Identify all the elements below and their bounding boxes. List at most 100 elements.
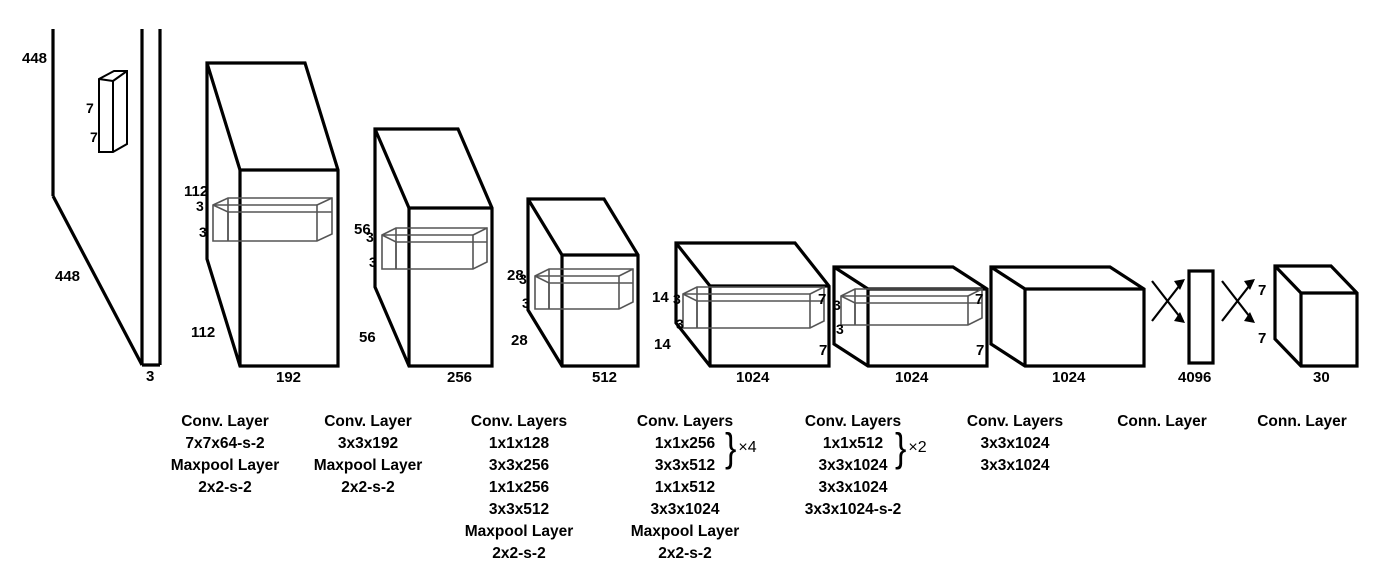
caption-conv-5: Conv. Layers 1x1x512 3x3x1024 3x3x1024 3… (763, 411, 943, 521)
caption-conv-3-line-5: Maxpool Layer (464, 523, 574, 540)
conv-block-1024-b-depth-label: 7 (819, 342, 828, 359)
conv-block-1024-b-height-label: 7 (818, 291, 827, 308)
caption-conn-2: Conn. Layer (1222, 411, 1374, 433)
input-channels-label: 3 (146, 368, 155, 385)
brace-glyph-x4: } (725, 426, 737, 470)
caption-conv-4-line-6: 2x2-s-2 (658, 545, 712, 562)
caption-conv-1-line-2: Maxpool Layer (170, 457, 280, 474)
conv-block-512-kernel (534, 268, 634, 310)
input-depth-label: 448 (55, 268, 81, 285)
conv-block-1024-c-depth-label: 7 (976, 342, 985, 359)
conv-block-256-body (373, 127, 494, 368)
caption-conv-6-line-2: 3x3x1024 (980, 457, 1050, 474)
input-kernel-height-label: 7 (86, 100, 94, 116)
caption-conv-6-line-0: Conv. Layers (966, 413, 1064, 430)
caption-conv-3-line-3: 1x1x256 (488, 479, 550, 496)
caption-conv-4-line-4: 3x3x1024 (650, 501, 720, 518)
caption-conv-1-line-1: 7x7x64-s-2 (185, 435, 265, 452)
fc-cross-arrows-left (1151, 280, 1184, 322)
brace-glyph-x2: } (895, 426, 907, 470)
conv-block-512-depth-label: 28 (511, 332, 528, 349)
conv-block-256-depth-label: 56 (359, 329, 376, 346)
caption-conv-3: Conv. Layers 1x1x128 3x3x256 1x1x256 3x3… (434, 411, 604, 565)
caption-conv-4-line-0: Conv. Layers (636, 413, 734, 430)
caption-conv-5-line-4: 3x3x1024-s-2 (804, 501, 902, 518)
conv-block-256-height-label: 56 (354, 221, 371, 238)
input-kernel-7x7 (98, 70, 128, 153)
caption-conv-2-line-1: 3x3x192 (337, 435, 399, 452)
conv-block-1024-b-kernel-height-label: 3 (833, 297, 841, 313)
conv-block-192-height-label: 112 (184, 183, 209, 200)
brace-multiplier-x2: ×2 (908, 439, 927, 456)
caption-conv-5-line-0: Conv. Layers (804, 413, 902, 430)
caption-conv-4-line-5: Maxpool Layer (630, 523, 740, 540)
caption-conv-3-line-4: 3x3x512 (488, 501, 550, 518)
conv-block-192-depth-label: 112 (191, 324, 216, 341)
fc-4096-rect (1187, 269, 1215, 365)
conv-block-192-kernel-width-label: 3 (199, 224, 207, 240)
caption-conv-3-line-2: 3x3x256 (488, 457, 550, 474)
conv-block-1024-c-height-label: 7 (975, 291, 984, 308)
caption-conv-3-line-0: Conv. Layers (470, 413, 568, 430)
conv-block-192-kernel-height-label: 3 (196, 198, 204, 214)
caption-conv-1-line-0: Conv. Layer (181, 413, 269, 430)
conv-block-192-channels-label: 192 (276, 369, 302, 386)
caption-conv-5-line-2: 3x3x1024 (818, 457, 888, 474)
conv-block-1024-b-kernel (840, 288, 983, 326)
conv-block-192-body (205, 61, 340, 368)
conv-block-512-channels-label: 512 (592, 369, 618, 386)
brace-multiplier-x4: ×4 (738, 439, 757, 456)
caption-conv-3-line-6: 2x2-s-2 (492, 545, 546, 562)
conv-block-1024-a-channels-label: 1024 (736, 369, 770, 386)
input-slab (51, 29, 162, 367)
conv-block-256-kernel (381, 227, 488, 270)
conv-block-1024-a-height-label: 14 (652, 289, 669, 306)
conv-block-256-channels-label: 256 (447, 369, 473, 386)
arrow-heads (1174, 279, 1255, 323)
output-30-height-label: 7 (1258, 282, 1267, 299)
conv-block-1024-b-channels-label: 1024 (895, 369, 929, 386)
conv-block-512-body (526, 197, 640, 368)
conv-block-1024-a-body (674, 241, 831, 368)
input-height-label: 448 (22, 50, 48, 67)
conv-block-1024-a-kernel (682, 286, 825, 329)
output-30-body (1273, 264, 1359, 368)
caption-conv-3-line-1: 1x1x128 (488, 435, 550, 452)
conv-block-1024-a-kernel-width-label: 3 (676, 316, 684, 332)
caption-conv-2: Conv. Layer 3x3x192 Maxpool Layer 2x2-s-… (283, 411, 453, 499)
conv-block-1024-a-kernel-height-label: 3 (673, 291, 681, 307)
caption-conv-2-line-2: Maxpool Layer (313, 457, 423, 474)
fc-cross-arrows-right (1221, 280, 1254, 322)
conv-block-1024-c-body (989, 265, 1146, 368)
conv-block-512-kernel-width-label: 3 (522, 295, 530, 311)
caption-conv-6: Conv. Layers 3x3x1024 3x3x1024 (925, 411, 1105, 477)
output-30-channels-label: 30 (1313, 369, 1330, 386)
caption-conv-5-line-1: 1x1x512 (822, 435, 884, 452)
output-30-depth-label: 7 (1258, 330, 1267, 347)
repeat-brace-x2: } ×2 (894, 428, 927, 468)
conv-block-512-height-label: 28 (507, 267, 524, 284)
caption-conn-1-line-0: Conn. Layer (1117, 413, 1207, 430)
repeat-brace-x4: } ×4 (724, 428, 757, 468)
caption-conv-6-line-1: 3x3x1024 (980, 435, 1050, 452)
conv-block-256-kernel-width-label: 3 (369, 254, 377, 270)
conv-block-1024-b-body (832, 265, 989, 368)
caption-conv-2-line-0: Conv. Layer (324, 413, 412, 430)
conv-block-1024-b-kernel-width-label: 3 (836, 321, 844, 337)
caption-conn-2-line-0: Conn. Layer (1257, 413, 1347, 430)
conv-block-1024-c-channels-label: 1024 (1052, 369, 1086, 386)
caption-conv-5-line-3: 3x3x1024 (818, 479, 888, 496)
conv-block-192-kernel (212, 197, 333, 242)
caption-conv-4: Conv. Layers 1x1x256 3x3x512 1x1x512 3x3… (600, 411, 770, 565)
caption-conv-4-line-1: 1x1x256 (654, 435, 716, 452)
conv-block-1024-a-depth-label: 14 (654, 336, 671, 353)
caption-conv-4-line-3: 1x1x512 (654, 479, 716, 496)
fc-4096-label: 4096 (1178, 369, 1212, 386)
conv-block-256-kernel-height-label: 3 (366, 229, 374, 245)
input-kernel-width-label: 7 (90, 129, 98, 145)
conv-block-512-kernel-height-label: 3 (519, 271, 527, 287)
caption-conv-1-line-3: 2x2-s-2 (198, 479, 252, 496)
caption-conv-4-line-2: 3x3x512 (654, 457, 716, 474)
